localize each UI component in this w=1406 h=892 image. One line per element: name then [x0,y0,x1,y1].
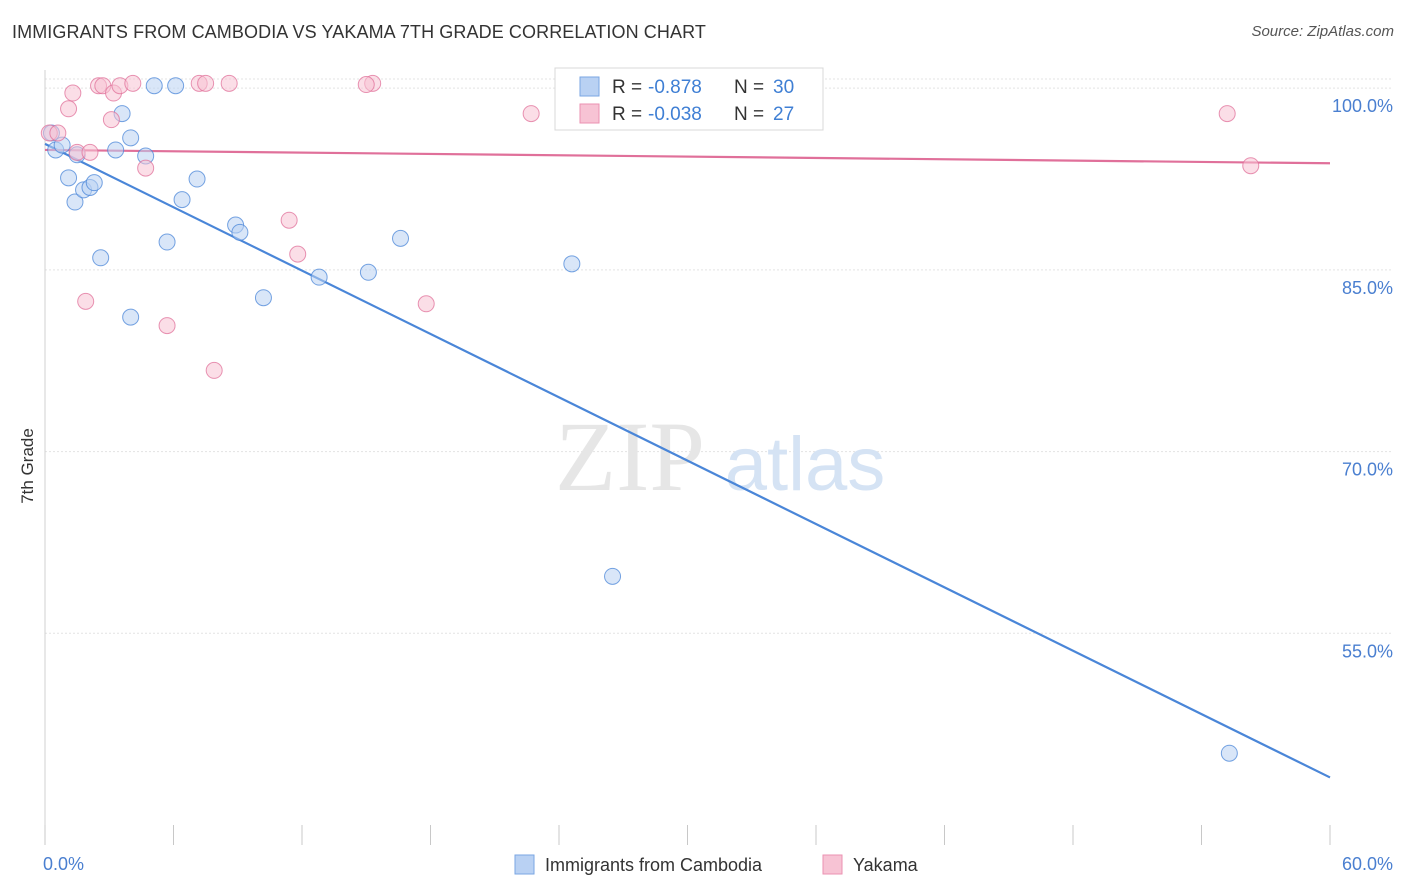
watermark-atlas: atlas [725,422,886,507]
chart-title: IMMIGRANTS FROM CAMBODIA VS YAKAMA 7TH G… [12,22,706,42]
point-yakama [81,143,99,161]
point-cambodia [122,308,140,326]
point-cambodia [359,263,377,281]
series-legend: Immigrants from Cambodia Yakama [514,854,919,875]
point-cambodia [392,229,410,247]
legend-n-value-2: 27 [773,104,794,125]
legend-r-label-2: R = [612,104,647,125]
point-cambodia [60,169,78,187]
point-yakama [158,317,176,335]
y-axis-label: 7th Grade [18,428,37,504]
x-tick-label: 60.0% [1342,854,1393,874]
trend-line-cambodia [44,142,1331,779]
point-cambodia [167,77,185,95]
point-cambodia [173,191,191,209]
y-tick-label: 85.0% [1342,278,1393,298]
y-tick-label: 70.0% [1342,460,1393,480]
trend-lines [44,142,1331,779]
point-cambodia [231,223,249,241]
point-yakama [357,76,375,94]
series-legend-swatch-yakama [822,854,843,875]
y-axis-title: 7th Grade [18,428,37,504]
point-yakama [49,124,67,142]
point-yakama [1218,105,1236,123]
point-cambodia [188,170,206,188]
point-cambodia [604,567,622,585]
legend-r-value-2: -0.038 [648,104,702,125]
y-tick-label: 100.0% [1332,96,1393,116]
y-tick-label: 55.0% [1342,641,1393,661]
point-cambodia [563,255,581,273]
legend-n-label-2: N = [734,104,769,125]
point-cambodia [1220,744,1238,762]
legend-swatch-pink [579,103,600,124]
point-cambodia [158,233,176,251]
legend-r-label-1: R = [612,77,647,98]
watermark: ZIP atlas [555,401,885,512]
point-yakama [124,74,142,92]
series-legend-swatch-cambodia [514,854,535,875]
point-cambodia [122,129,140,147]
point-cambodia [85,174,103,192]
point-cambodia [145,77,163,95]
point-yakama [522,105,540,123]
point-cambodia [92,249,110,267]
point-cambodia [107,141,125,159]
stats-legend-box [554,67,824,131]
point-yakama [220,74,238,92]
trend-line-yakama [44,148,1331,165]
legend-swatch-blue [579,76,600,97]
legend-r-value-1: -0.878 [648,77,702,98]
point-yakama [77,292,95,310]
point-cambodia [254,289,272,307]
point-yakama [205,361,223,379]
point-yakama [417,295,435,313]
point-yakama [280,211,298,229]
series-legend-label-yakama: Yakama [853,855,919,875]
point-yakama [1242,157,1260,175]
point-yakama [197,74,215,92]
legend-n-value-1: 30 [773,77,794,98]
data-points [40,74,1260,762]
tick-labels: 100.0% 85.0% 70.0% 55.0% 0.0% 60.0% [43,96,1393,874]
legend-n-label-1: N = [734,77,769,98]
axes [44,70,1331,845]
point-yakama [102,111,120,129]
stats-legend: R = -0.878 N = 30 R = -0.038 N = 27 [554,67,824,131]
point-cambodia [66,193,84,211]
x-tick-label: 0.0% [43,854,84,874]
series-legend-label-cambodia: Immigrants from Cambodia [545,855,763,875]
watermark-zip: ZIP [555,401,705,512]
point-yakama [60,100,78,118]
point-yakama [289,245,307,263]
point-yakama [137,159,155,177]
point-cambodia [310,268,328,286]
point-yakama [64,84,82,102]
source-label: Source: ZipAtlas.com [1251,23,1394,40]
